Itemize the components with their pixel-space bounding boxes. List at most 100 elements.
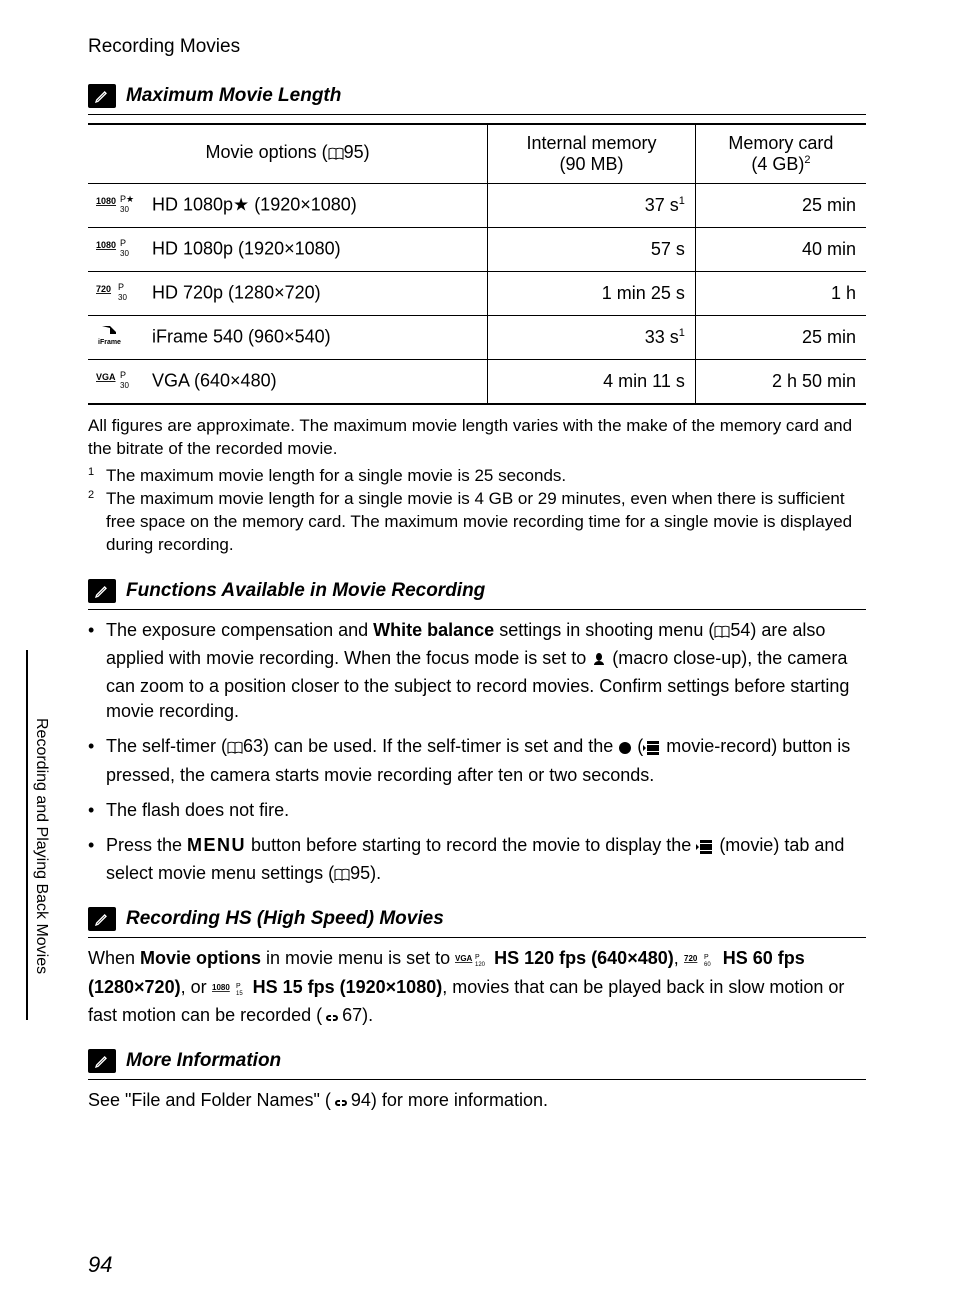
txt: Press the [106, 835, 187, 855]
svg-text:120: 120 [475, 962, 486, 967]
row-label: HD 720p (1280×720) [152, 282, 321, 302]
movie-length-table: Movie options ( 95) Internal memory (90 M… [88, 123, 866, 405]
list-item: The exposure compensation and White bala… [88, 618, 866, 725]
footnote-2-text: The maximum movie length for a single mo… [106, 488, 866, 557]
txt: ( [632, 736, 643, 756]
txt: The exposure compensation and [106, 620, 373, 640]
row-card: 1 h [695, 272, 866, 316]
txt-bold: HS 15 fps (1920×1080) [248, 977, 443, 997]
mode-icon-720p60: 720P60 [684, 949, 718, 974]
th-options-ref: 95) [344, 142, 370, 162]
table-row: 1080P★30HD 1080p★ (1920×1080) 37 s1 25 m… [88, 184, 866, 228]
list-item: The flash does not fire. [88, 798, 866, 823]
section-functions: Functions Available in Movie Recording T… [88, 579, 866, 890]
section-title-row: Maximum Movie Length [88, 84, 866, 115]
book-icon [227, 737, 243, 762]
record-dot-icon [618, 737, 632, 762]
table-row: 1080P30 HD 1080p (1920×1080) 57 s 40 min [88, 228, 866, 272]
page-number: 94 [88, 1252, 112, 1278]
txt: button before starting to record the mov… [246, 835, 696, 855]
txt: , [674, 948, 684, 968]
movie-tab-icon [696, 836, 714, 861]
pencil-icon [88, 84, 116, 108]
svg-text:15: 15 [236, 991, 243, 996]
mode-icon-1080p-star: 1080P★30 [96, 192, 138, 219]
txt: 67). [342, 1005, 373, 1025]
row-label: HD 1080p★ (1920×1080) [152, 194, 357, 214]
svg-text:P: P [120, 370, 126, 380]
row-internal: 37 s [645, 195, 679, 215]
txt: settings in shooting menu ( [494, 620, 714, 640]
more-body: See "File and Folder Names" ( 94) for mor… [88, 1088, 866, 1116]
side-section-label: Recording and Playing Back Movies [32, 718, 50, 974]
row-internal-sup: 1 [679, 195, 685, 207]
svg-text:P: P [704, 954, 709, 961]
page-header: Recording Movies [88, 36, 866, 58]
book-icon [714, 621, 730, 646]
txt: in movie menu is set to [261, 948, 455, 968]
svg-text:60: 60 [704, 962, 711, 967]
section-title-row: Recording HS (High Speed) Movies [88, 907, 866, 938]
section-more: More Information See "File and Folder Na… [88, 1049, 866, 1116]
footnote-body: All figures are approximate. The maximum… [88, 415, 866, 461]
th-internal-l1: Internal memory [494, 133, 689, 154]
mode-icon-vga120: VGAP120 [455, 949, 489, 974]
txt: , or [181, 977, 212, 997]
txt: See "File and Folder Names" ( [88, 1090, 331, 1110]
th-card-sup: 2 [804, 154, 810, 166]
section-max-length: Maximum Movie Length Movie options ( 95) … [88, 84, 866, 557]
svg-text:P: P [118, 282, 124, 292]
section-title-row: Functions Available in Movie Recording [88, 579, 866, 610]
mode-icon-1080p15: 1080P15 [212, 978, 248, 1003]
mode-icon-iframe: iFrame [96, 324, 138, 351]
movie-record-icon [643, 737, 661, 762]
section-title: More Information [126, 1050, 281, 1072]
svg-text:30: 30 [118, 293, 127, 302]
pencil-icon [88, 1049, 116, 1073]
svg-text:P: P [236, 983, 241, 990]
mode-icon-1080p: 1080P30 [96, 236, 138, 263]
book-icon [334, 864, 350, 889]
svg-text:P: P [120, 238, 126, 248]
table-row: iFrameiFrame 540 (960×540) 33 s1 25 min [88, 316, 866, 360]
list-item: The self-timer (63) can be used. If the … [88, 734, 866, 787]
functions-list: The exposure compensation and White bala… [88, 618, 866, 890]
row-card: 25 min [695, 316, 866, 360]
txt-bold: HS 120 fps (640×480) [489, 948, 674, 968]
page: Recording Movies Maximum Movie Length Mo… [0, 0, 954, 1314]
link-icon [331, 1091, 351, 1116]
row-internal: 33 s [645, 327, 679, 347]
txt: The self-timer ( [106, 736, 227, 756]
table-body: 1080P★30 HD 1080p★ (1920×1080) 37 s1 25 m… [88, 184, 866, 405]
menu-word: MENU [187, 835, 246, 855]
section-hs: Recording HS (High Speed) Movies When Mo… [88, 907, 866, 1031]
svg-text:VGA: VGA [455, 954, 473, 963]
txt-bold: White balance [373, 620, 494, 640]
row-label: HD 1080p (1920×1080) [152, 238, 341, 258]
svg-text:720: 720 [96, 284, 111, 294]
svg-text:iFrame: iFrame [98, 339, 121, 346]
txt-bold: Movie options [140, 948, 261, 968]
txt: 95). [350, 863, 381, 883]
svg-text:VGA: VGA [96, 372, 116, 382]
txt: 94) for more information. [351, 1090, 548, 1110]
section-title-row: More Information [88, 1049, 866, 1080]
th-internal-l2: (90 MB) [494, 154, 689, 175]
svg-text:30: 30 [120, 381, 129, 390]
th-options-prefix: Movie options ( [206, 142, 328, 162]
row-card: 40 min [695, 228, 866, 272]
pencil-icon [88, 579, 116, 603]
row-internal: 4 min 11 s [603, 371, 685, 391]
th-internal: Internal memory (90 MB) [488, 124, 696, 184]
list-item: Press the MENU button before starting to… [88, 833, 866, 889]
row-internal: 57 s [651, 239, 685, 259]
section-title: Functions Available in Movie Recording [126, 580, 485, 602]
row-label: VGA (640×480) [152, 370, 277, 390]
svg-text:1080: 1080 [96, 196, 116, 206]
th-card-l1: Memory card [702, 133, 860, 154]
pencil-icon [88, 907, 116, 931]
table-row: 720P30HD 720p (1280×720) 1 min 25 s 1 h [88, 272, 866, 316]
row-card: 2 h 50 min [695, 360, 866, 405]
txt: When [88, 948, 140, 968]
link-icon [322, 1006, 342, 1031]
